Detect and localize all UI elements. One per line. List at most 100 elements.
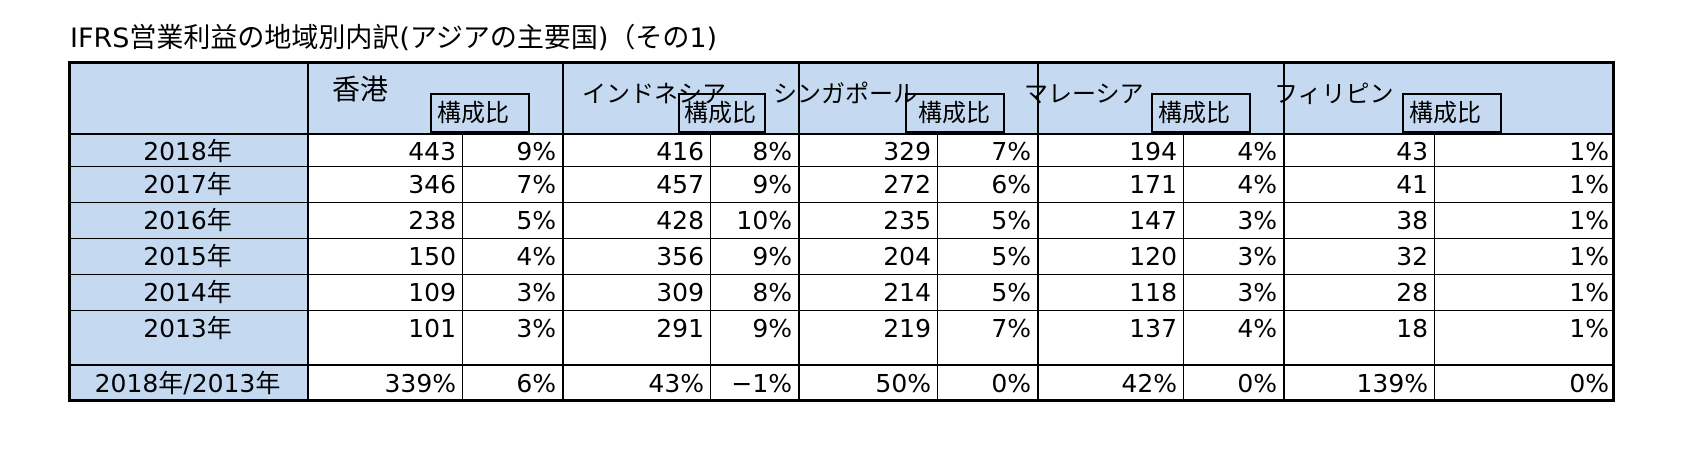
table-cell: 346 bbox=[408, 170, 456, 199]
grid-line bbox=[1037, 61, 1039, 402]
summary-cell: 0% bbox=[1569, 369, 1609, 398]
grid-line bbox=[798, 61, 800, 402]
table-cell: 194 bbox=[1129, 137, 1177, 166]
header-country-philippines: フィリピン bbox=[1274, 80, 1394, 108]
grid-line bbox=[937, 133, 938, 402]
table-cell: 1% bbox=[1569, 278, 1609, 307]
summary-cell: 50% bbox=[875, 369, 931, 398]
header-country-malaysia: マレーシア bbox=[1024, 80, 1144, 108]
ratio-header-philippines bbox=[1402, 93, 1502, 133]
summary-label: 2018年/2013年 bbox=[94, 369, 281, 398]
grid-line bbox=[1283, 61, 1285, 402]
table-cell: 43 bbox=[1396, 137, 1428, 166]
table-cell: 219 bbox=[883, 314, 931, 343]
row-label: 2017年 bbox=[143, 170, 232, 199]
table-cell: 147 bbox=[1129, 206, 1177, 235]
table-cell: 214 bbox=[883, 278, 931, 307]
table-cell: 5% bbox=[991, 242, 1031, 271]
table-cell: 41 bbox=[1396, 170, 1428, 199]
table-cell: 7% bbox=[991, 137, 1031, 166]
grid-line bbox=[462, 133, 463, 402]
table-cell: 9% bbox=[752, 242, 792, 271]
table-cell: 3% bbox=[516, 278, 556, 307]
grid-line bbox=[68, 238, 1615, 239]
table-cell: 4% bbox=[1237, 137, 1277, 166]
data-table: 香港 インドネシア シンガポール マレーシア フィリピン 構成比 構成比 構成比… bbox=[68, 61, 1615, 402]
header-background bbox=[68, 61, 1615, 133]
ratio-label-singapore: 構成比 bbox=[918, 99, 990, 127]
grid-line bbox=[68, 133, 1615, 135]
row-label: 2016年 bbox=[143, 206, 232, 235]
summary-separator bbox=[68, 364, 1615, 366]
table-cell: 5% bbox=[516, 206, 556, 235]
table-cell: 10% bbox=[736, 206, 792, 235]
table-cell: 3% bbox=[516, 314, 556, 343]
summary-cell: 0% bbox=[991, 369, 1031, 398]
page-title: IFRS営業利益の地域別内訳(アジアの主要国)（その1) bbox=[70, 23, 718, 54]
table-cell: 4% bbox=[1237, 170, 1277, 199]
table-cell: 238 bbox=[408, 206, 456, 235]
table-cell: 3% bbox=[1237, 242, 1277, 271]
table-cell: 28 bbox=[1396, 278, 1428, 307]
summary-cell: 6% bbox=[516, 369, 556, 398]
table-cell: 7% bbox=[991, 314, 1031, 343]
table-cell: 101 bbox=[408, 314, 456, 343]
table-cell: 9% bbox=[752, 314, 792, 343]
ratio-label-malaysia: 構成比 bbox=[1158, 99, 1230, 127]
header-country-hongkong: 香港 bbox=[332, 73, 389, 106]
ratio-label-hongkong: 構成比 bbox=[437, 99, 509, 127]
row-label: 2014年 bbox=[143, 278, 232, 307]
summary-cell: 0% bbox=[1237, 369, 1277, 398]
table-cell: 356 bbox=[656, 242, 704, 271]
table-cell: 109 bbox=[408, 278, 456, 307]
grid-line bbox=[68, 202, 1615, 203]
grid-line bbox=[1434, 133, 1435, 402]
row-label: 2018年 bbox=[143, 137, 232, 166]
table-cell: 204 bbox=[883, 242, 931, 271]
table-cell: 9% bbox=[752, 170, 792, 199]
summary-cell: 42% bbox=[1121, 369, 1177, 398]
table-cell: 5% bbox=[991, 278, 1031, 307]
table-cell: 38 bbox=[1396, 206, 1428, 235]
table-cell: 235 bbox=[883, 206, 931, 235]
table-cell: 9% bbox=[516, 137, 556, 166]
table-cell: 291 bbox=[656, 314, 704, 343]
table-cell: 32 bbox=[1396, 242, 1428, 271]
ratio-header-indonesia bbox=[678, 93, 766, 133]
grid-line bbox=[307, 61, 309, 402]
table-cell: 5% bbox=[991, 206, 1031, 235]
summary-cell: −1% bbox=[731, 369, 792, 398]
row-label: 2015年 bbox=[143, 242, 232, 271]
table-cell: 457 bbox=[656, 170, 704, 199]
table-cell: 1% bbox=[1569, 206, 1609, 235]
table-cell: 6% bbox=[991, 170, 1031, 199]
ratio-label-indonesia: 構成比 bbox=[684, 99, 756, 127]
table-cell: 137 bbox=[1129, 314, 1177, 343]
header-country-singapore: シンガポール bbox=[773, 80, 917, 108]
table-cell: 3% bbox=[1237, 206, 1277, 235]
table-cell: 171 bbox=[1129, 170, 1177, 199]
table-cell: 118 bbox=[1129, 278, 1177, 307]
grid-line bbox=[68, 310, 1615, 311]
table-cell: 329 bbox=[883, 137, 931, 166]
summary-cell: 339% bbox=[384, 369, 456, 398]
table-cell: 120 bbox=[1129, 242, 1177, 271]
table-cell: 3% bbox=[1237, 278, 1277, 307]
table-cell: 150 bbox=[408, 242, 456, 271]
table-cell: 1% bbox=[1569, 242, 1609, 271]
grid-line bbox=[68, 274, 1615, 275]
table-cell: 1% bbox=[1569, 314, 1609, 343]
summary-cell: 139% bbox=[1356, 369, 1428, 398]
grid-line bbox=[710, 133, 711, 402]
table-cell: 4% bbox=[1237, 314, 1277, 343]
grid-line bbox=[562, 61, 564, 402]
table-cell: 7% bbox=[516, 170, 556, 199]
row-label: 2013年 bbox=[143, 314, 232, 343]
ratio-label-philippines: 構成比 bbox=[1409, 99, 1481, 127]
table-cell: 8% bbox=[752, 278, 792, 307]
table-cell: 18 bbox=[1396, 314, 1428, 343]
table-border bbox=[68, 61, 1615, 402]
table-cell: 416 bbox=[656, 137, 704, 166]
header-line-hongkong bbox=[430, 93, 530, 95]
grid-line bbox=[1183, 133, 1184, 402]
